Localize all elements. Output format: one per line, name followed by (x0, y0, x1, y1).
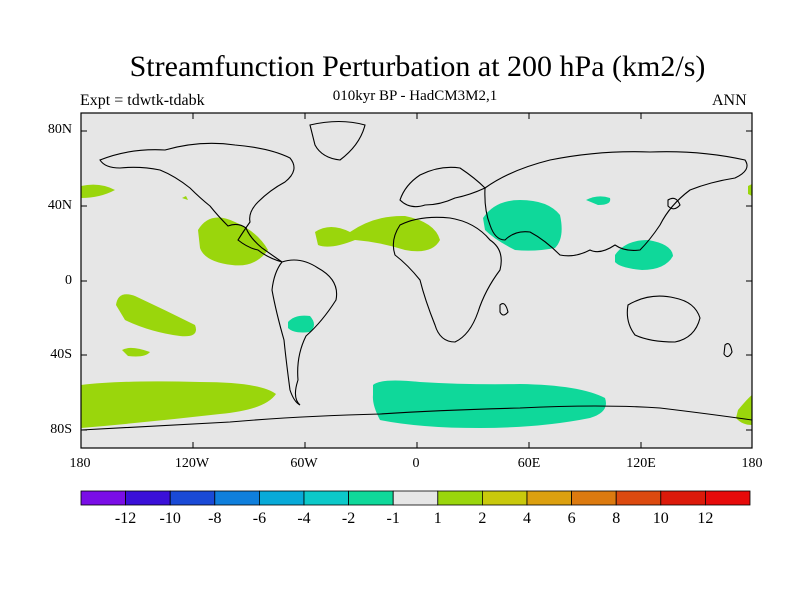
colorbar-cell (705, 490, 751, 506)
coast-new-zealand (723, 343, 733, 358)
lon-label-0: 0 (412, 456, 420, 471)
experiment-label: Expt = tdwtk-tdabk (80, 92, 205, 109)
lon-label-60w: 60W (290, 456, 318, 471)
patch-south-pacific (116, 294, 196, 337)
plot-subtitle: 010kyr BP - HadCM3M2,1 (332, 88, 498, 104)
lat-label-eq: 0 (65, 273, 72, 288)
axis-ticks (81, 113, 752, 448)
patch-nw-pacific (81, 184, 115, 198)
coastlines (80, 120, 753, 431)
colorbar-cell (437, 490, 483, 506)
coast-australia (626, 295, 701, 343)
coast-asia (484, 151, 748, 257)
plot-title: Streamfunction Perturbation at 200 hPa (… (129, 50, 706, 83)
colorbar-cell (80, 490, 126, 506)
colorbar-cell (660, 490, 706, 506)
patch-east-asia-small (586, 196, 611, 205)
patch-ne-pacific (748, 184, 752, 196)
coast-madagascar (499, 303, 509, 316)
lon-label-120w: 120W (174, 456, 210, 471)
patch-middle-east (483, 200, 562, 251)
patch-central-america (198, 217, 268, 266)
colorbar-cell (526, 490, 572, 506)
colorbar-label: 8 (612, 510, 620, 527)
colorbar-label: -2 (342, 510, 355, 527)
colorbar-label: 12 (697, 510, 713, 527)
colorbar-label: -8 (208, 510, 221, 527)
lon-label-120e: 120E (626, 456, 656, 471)
negative-patches (288, 196, 673, 428)
positive-patches (81, 184, 752, 428)
colorbar-cell (392, 490, 439, 506)
colorbar-cell (615, 490, 662, 506)
colorbar-label: 10 (653, 510, 669, 527)
patch-south-atlantic (288, 315, 314, 333)
coast-africa (392, 216, 502, 343)
lon-label-180w: 180 (69, 456, 91, 471)
coast-antarctica (80, 405, 753, 431)
patch-south-china-sea (615, 240, 673, 270)
colorbar-labels: -12 -10 -8 -6 -4 -2 -1 1 2 4 6 8 10 12 (115, 510, 713, 527)
colorbar-label: 6 (568, 510, 576, 527)
patch-southern-ocean-w (81, 381, 276, 428)
colorbar-cell (125, 490, 171, 506)
colorbar (80, 490, 751, 506)
patch-atlantic-tropic (182, 196, 188, 200)
colorbar-cell (481, 490, 528, 506)
lon-label-180e: 180 (741, 456, 763, 471)
colorbar-cell (571, 490, 617, 506)
patch-north-atlantic (315, 215, 440, 252)
lat-label-40n: 40N (47, 198, 72, 213)
coast-south-america (271, 259, 338, 406)
lat-label-80s: 80S (50, 422, 72, 437)
patch-small-spac (122, 347, 150, 357)
season-label: ANN (712, 92, 747, 109)
colorbar-cell (303, 490, 349, 506)
colorbar-cell (348, 490, 394, 506)
coast-north-america (99, 142, 295, 263)
patch-southern-ocean-e (736, 395, 752, 425)
colorbar-label: -12 (115, 510, 136, 527)
coast-greenland (309, 120, 366, 161)
colorbar-cell (169, 490, 216, 506)
colorbar-label: -4 (297, 510, 310, 527)
colorbar-cell (258, 490, 305, 506)
colorbar-label: 2 (478, 510, 486, 527)
coast-japan (667, 197, 681, 210)
colorbar-label: 4 (523, 510, 531, 527)
colorbar-cell (214, 490, 260, 506)
lon-label-60e: 60E (517, 456, 541, 471)
colorbar-label: -1 (387, 510, 400, 527)
colorbar-label: -10 (160, 510, 181, 527)
lat-label-80n: 80N (47, 122, 72, 137)
colorbar-label: -6 (253, 510, 266, 527)
lat-label-40s: 40S (50, 347, 72, 362)
colorbar-label: 1 (434, 510, 442, 527)
patch-southern-indian (372, 380, 606, 428)
